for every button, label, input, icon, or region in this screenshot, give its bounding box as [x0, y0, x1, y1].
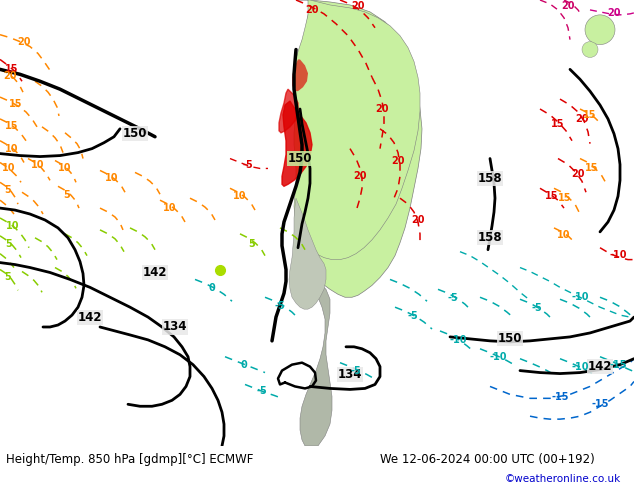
Text: -15: -15 [592, 399, 609, 409]
Polygon shape [279, 89, 298, 133]
Text: 15: 15 [551, 119, 565, 129]
Text: 10: 10 [6, 221, 20, 231]
Text: 10: 10 [163, 203, 177, 213]
Text: 20: 20 [561, 1, 575, 11]
Text: 15: 15 [5, 121, 19, 131]
Text: ©weatheronline.co.uk: ©weatheronline.co.uk [505, 474, 621, 484]
Text: 5: 5 [4, 272, 11, 282]
Text: 20: 20 [305, 5, 319, 15]
Text: 5: 5 [4, 185, 11, 195]
Text: 5: 5 [63, 190, 70, 200]
Text: 15: 15 [5, 64, 19, 74]
Text: 15: 15 [559, 193, 572, 203]
Text: -5: -5 [275, 301, 285, 311]
Text: 10: 10 [3, 164, 16, 173]
Text: 150: 150 [123, 127, 147, 140]
Circle shape [585, 15, 615, 45]
Polygon shape [296, 0, 422, 297]
Text: 5: 5 [6, 239, 13, 249]
Text: 15: 15 [583, 110, 597, 120]
Text: -15: -15 [609, 360, 627, 369]
Text: -5: -5 [408, 311, 418, 321]
Text: 20: 20 [575, 114, 589, 124]
Text: 20: 20 [353, 172, 366, 181]
Text: -10: -10 [450, 335, 467, 345]
Text: 20: 20 [17, 37, 31, 47]
Text: 15: 15 [585, 164, 598, 173]
Text: 15: 15 [10, 99, 23, 109]
Text: -10: -10 [571, 292, 589, 302]
Text: -5: -5 [257, 387, 268, 396]
Text: 150: 150 [498, 332, 522, 345]
Text: 20: 20 [3, 72, 16, 81]
Text: 142: 142 [588, 360, 612, 373]
Text: 20: 20 [411, 215, 425, 225]
Text: 15: 15 [545, 191, 559, 201]
Text: 142: 142 [78, 311, 102, 323]
Text: 0: 0 [241, 360, 247, 369]
Text: 10: 10 [557, 230, 571, 240]
Text: 20: 20 [391, 155, 404, 166]
Circle shape [582, 42, 598, 57]
Text: Height/Temp. 850 hPa [gdmp][°C] ECMWF: Height/Temp. 850 hPa [gdmp][°C] ECMWF [6, 453, 254, 466]
Text: 20: 20 [375, 104, 389, 114]
Text: We 12-06-2024 00:00 UTC (00+192): We 12-06-2024 00:00 UTC (00+192) [380, 453, 595, 466]
Polygon shape [300, 285, 332, 446]
Text: 158: 158 [477, 231, 502, 245]
Text: 10: 10 [105, 173, 119, 183]
Text: 20: 20 [571, 170, 585, 179]
Text: -5: -5 [448, 293, 458, 303]
Text: 10: 10 [5, 144, 19, 154]
Text: 10: 10 [31, 161, 45, 171]
Text: -5: -5 [243, 161, 254, 171]
Text: 158: 158 [477, 172, 502, 185]
Text: -10: -10 [609, 250, 627, 260]
Text: 20: 20 [351, 1, 365, 11]
Polygon shape [282, 101, 312, 186]
Text: 10: 10 [58, 164, 72, 173]
Polygon shape [294, 0, 420, 260]
Polygon shape [292, 59, 308, 91]
Text: -10: -10 [571, 362, 589, 371]
Text: 10: 10 [233, 191, 247, 201]
Text: -15: -15 [551, 392, 569, 402]
Text: 134: 134 [338, 368, 362, 381]
Text: -10: -10 [489, 352, 507, 362]
Text: -5: -5 [532, 303, 542, 313]
Text: 0: 0 [209, 283, 216, 294]
Text: 142: 142 [143, 266, 167, 279]
Text: -5: -5 [351, 366, 361, 376]
Text: 134: 134 [163, 320, 187, 334]
Text: 5: 5 [249, 239, 256, 249]
Polygon shape [289, 198, 326, 309]
Text: 20: 20 [607, 8, 621, 18]
Text: 150: 150 [288, 152, 313, 165]
